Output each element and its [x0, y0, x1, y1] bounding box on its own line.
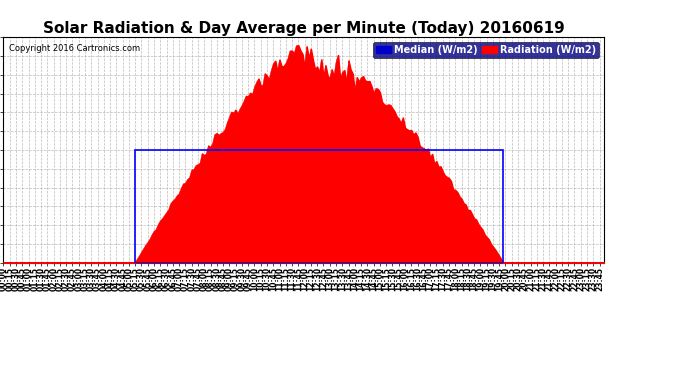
- Bar: [135, 150, 503, 262]
- Title: Solar Radiation & Day Average per Minute (Today) 20160619: Solar Radiation & Day Average per Minute…: [43, 21, 564, 36]
- Text: Copyright 2016 Cartronics.com: Copyright 2016 Cartronics.com: [10, 44, 141, 53]
- Legend: Median (W/m2), Radiation (W/m2): Median (W/m2), Radiation (W/m2): [373, 42, 599, 58]
